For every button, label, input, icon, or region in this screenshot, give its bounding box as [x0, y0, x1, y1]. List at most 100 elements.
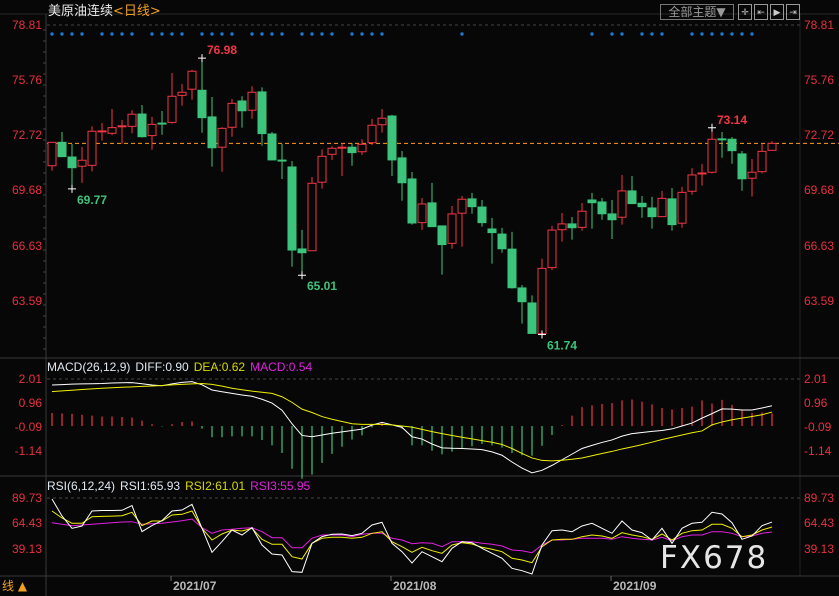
candle-down: [647, 207, 657, 218]
play-forward-icon[interactable]: ▶: [770, 4, 784, 20]
signal-dot: [260, 32, 264, 36]
low-price-label: 61.74: [547, 339, 577, 353]
candle-up: [747, 171, 757, 179]
low-price-label: 69.77: [77, 193, 107, 207]
y-tick-label-right: 72.72: [804, 128, 834, 142]
candle-up: [227, 102, 237, 128]
signal-dot: [120, 32, 124, 36]
signal-dot: [220, 32, 224, 36]
candle-down: [267, 133, 277, 161]
extreme-marker: [198, 54, 206, 63]
candle-up: [167, 95, 177, 123]
rsi-tick-label-left: 89.73: [12, 491, 42, 505]
candle-down: [57, 141, 67, 158]
signal-dot: [610, 32, 614, 36]
candle-up: [77, 159, 87, 167]
y-tick-label-left: 66.63: [12, 239, 42, 253]
signal-dot: [180, 32, 184, 36]
candle-up: [327, 147, 337, 155]
candle-down: [737, 153, 747, 180]
candle-up: [707, 138, 717, 173]
signal-dot: [730, 32, 734, 36]
candle-down: [527, 302, 537, 334]
y-tick-label-left: 72.72: [12, 128, 42, 142]
candle-up: [47, 141, 57, 167]
candle-up: [187, 70, 197, 90]
signal-dot: [350, 32, 354, 36]
signal-dot: [200, 32, 204, 36]
rsi1-line: [51, 498, 773, 575]
signal-dot: [300, 32, 304, 36]
dea-value: DEA:0.62: [193, 360, 246, 374]
candle-up: [87, 130, 97, 166]
signal-dot: [590, 32, 594, 36]
signal-dot: [320, 32, 324, 36]
rsi-tick-label-right: 89.73: [804, 491, 834, 505]
macd-tick-label-right: 0.96: [804, 396, 828, 410]
candle-down: [137, 113, 147, 138]
signal-dot: [360, 32, 364, 36]
candle-up: [377, 117, 387, 126]
candle-down: [427, 202, 437, 228]
candle-up: [147, 123, 157, 137]
candle-down: [157, 122, 167, 125]
y-tick-label-right: 69.68: [804, 183, 834, 197]
signal-dot: [650, 32, 654, 36]
x-tick-label: 2021/07: [173, 579, 217, 593]
diff-line: [51, 381, 773, 474]
signal-dot: [250, 32, 254, 36]
signal-dot: [460, 32, 464, 36]
candle-up: [117, 125, 127, 128]
y-tick-label-left: 69.68: [12, 183, 42, 197]
macd-tick-label-left: -1.14: [15, 444, 43, 458]
candle-down: [477, 206, 487, 224]
line-type-toggle[interactable]: 线 ▲: [2, 579, 28, 593]
extreme-marker: [708, 123, 716, 132]
candle-down: [667, 198, 677, 226]
y-tick-label-right: 78.81: [804, 18, 834, 32]
candle-down: [287, 166, 297, 251]
zoom-in-bar-icon[interactable]: ⇤: [754, 4, 768, 20]
signal-dot: [720, 32, 724, 36]
instrument-name: 美原油连续: [48, 4, 114, 19]
candle-up: [247, 91, 257, 111]
signal-dot: [100, 32, 104, 36]
macd-tick-label-left: 2.01: [19, 372, 43, 386]
signal-dot: [370, 32, 374, 36]
candle-up: [547, 229, 557, 269]
watermark-logo: FX678: [660, 540, 769, 576]
move-right-icon[interactable]: ⇥: [786, 4, 800, 20]
macd-tick-label-right: -1.14: [804, 444, 832, 458]
y-tick-label-left: 75.76: [12, 73, 42, 87]
signal-dot: [270, 32, 274, 36]
candle-down: [67, 156, 77, 169]
signal-dot: [280, 32, 284, 36]
candle-up: [367, 124, 377, 144]
extreme-marker: [68, 184, 76, 193]
crosshair-icon[interactable]: ✛: [738, 4, 752, 20]
macd-tick-label-left: -0.09: [15, 420, 43, 434]
y-tick-label-right: 75.76: [804, 73, 834, 87]
period-label[interactable]: <日线>: [113, 4, 161, 19]
signal-dot: [660, 32, 664, 36]
candle-down: [567, 223, 577, 229]
theme-selector-button[interactable]: 全部主题▼: [660, 4, 734, 20]
candle-down: [487, 228, 497, 234]
rsi-tick-label-right: 64.43: [804, 516, 834, 530]
y-tick-label-right: 63.59: [804, 294, 834, 308]
candle-up: [217, 127, 227, 148]
signal-dot: [310, 32, 314, 36]
candle-up: [657, 197, 667, 218]
candle-up: [447, 213, 457, 244]
candle-down: [507, 248, 517, 289]
rsi-legend: RSI(6,12,24) RSI1:65.93 RSI2:61.01 RSI3:55.…: [47, 480, 315, 493]
y-tick-label-right: 66.63: [804, 239, 834, 253]
candle-down: [597, 201, 607, 215]
macd-value: MACD:0.54: [250, 360, 313, 374]
candle-up: [417, 203, 427, 224]
dea-line: [51, 382, 773, 462]
candle-down: [727, 138, 737, 152]
macd-legend: MACD(26,12,9) DIFF:0.90 DEA:0.62 MACD:0.54: [47, 361, 317, 374]
candle-up: [697, 172, 707, 175]
